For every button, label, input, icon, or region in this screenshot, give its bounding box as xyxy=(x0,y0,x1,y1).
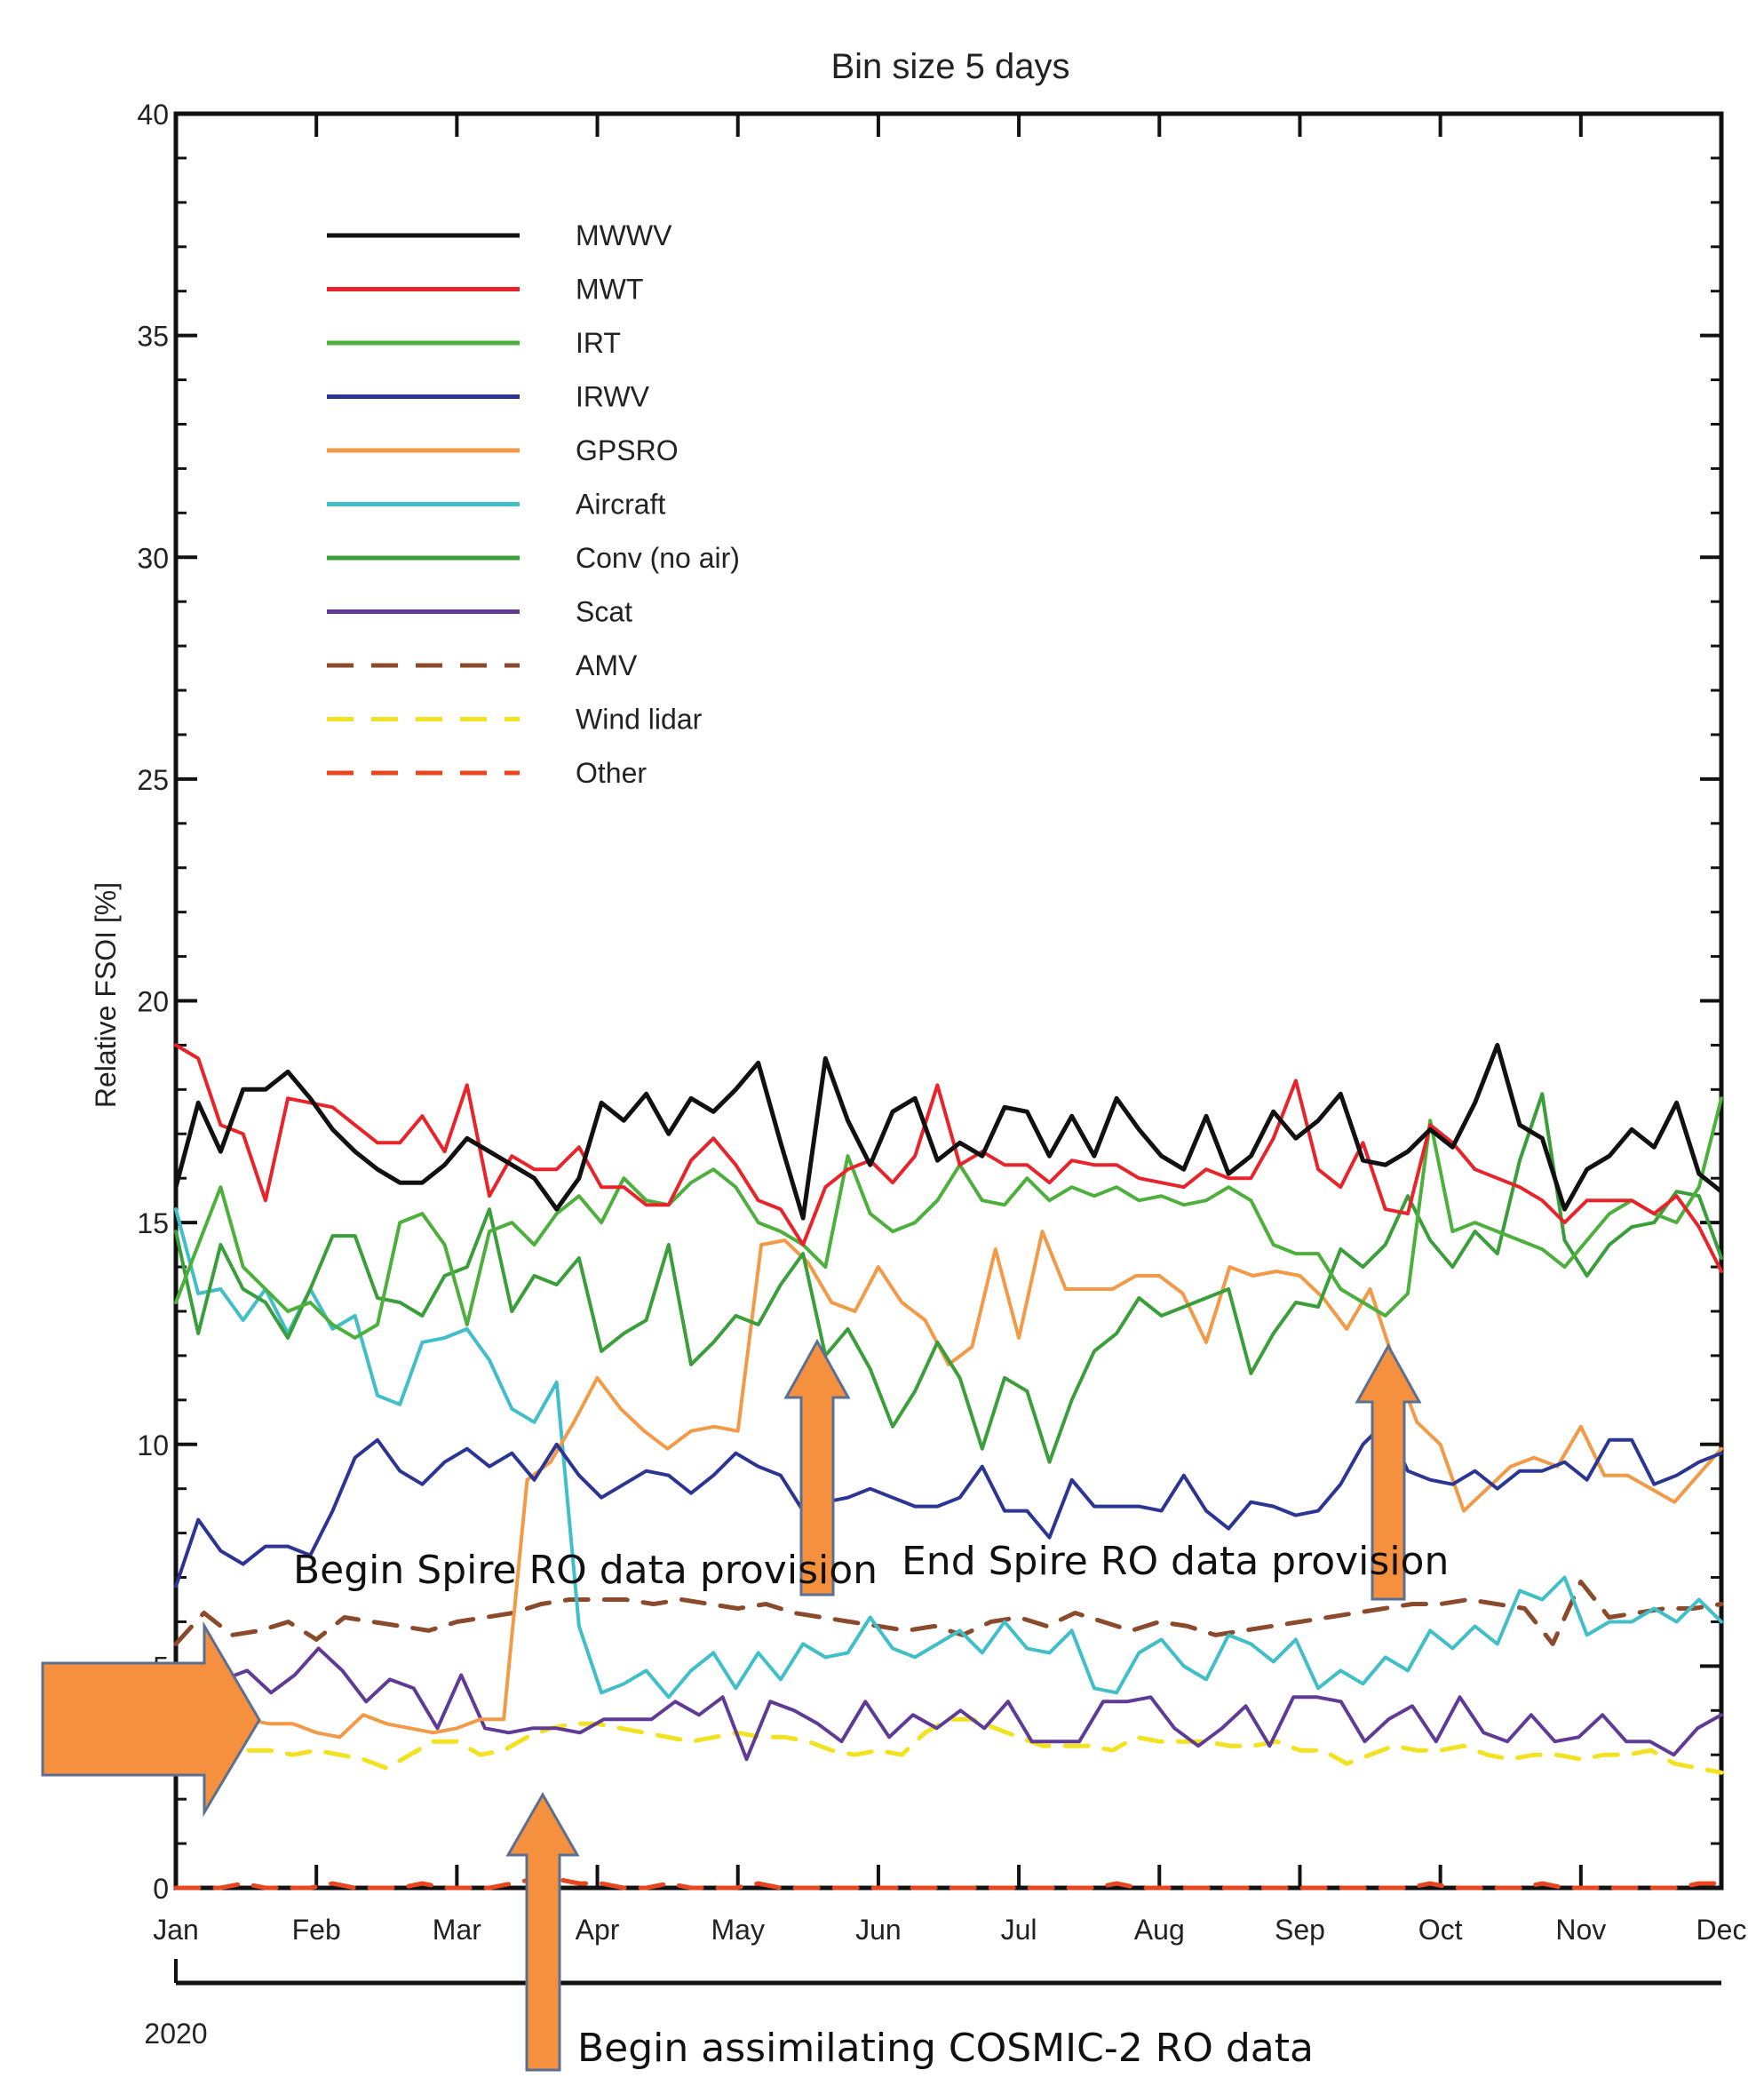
x-tick-label: Aug xyxy=(1134,1914,1185,1946)
x-tick-label: Dec xyxy=(1696,1914,1747,1946)
legend: MWWV MWT IRT IRWV GPSRO Aircraft Conv (no air)… xyxy=(327,219,740,789)
legend-label: MWT xyxy=(576,274,643,306)
y-tick-label: 35 xyxy=(137,321,169,353)
x-tick-label: Feb xyxy=(292,1914,341,1946)
annotation-cosmic2: Begin assimilating COSMIC-2 RO data xyxy=(577,2026,1314,2071)
legend-label: MWWV xyxy=(576,219,672,251)
series-line-amv xyxy=(173,1580,1724,1646)
x-tick-label: Jan xyxy=(153,1914,199,1946)
x-tick-label: Oct xyxy=(1418,1914,1463,1946)
series-line-aircraft xyxy=(174,1207,1723,1700)
annotation-end-spire: End Spire RO data provision xyxy=(902,1539,1449,1584)
series-line-other xyxy=(173,1876,1724,1891)
x-tick-label: Jul xyxy=(1001,1914,1037,1946)
legend-label: Conv (no air) xyxy=(576,542,740,574)
y-tick-label: 15 xyxy=(137,1207,169,1239)
y-tick-label: 40 xyxy=(137,99,169,131)
annotation-arrow-cosmic2 xyxy=(505,1791,580,2072)
series-line-conv-no-air- xyxy=(174,1092,1723,1464)
y-tick-label: 30 xyxy=(137,542,169,574)
y-axis-label: Relative FSOI [%] xyxy=(90,882,122,1108)
series-layer xyxy=(173,1042,1724,1891)
chart-title: Bin size 5 days xyxy=(830,47,1069,86)
legend-label: Other xyxy=(576,757,647,789)
x-tick-label: May xyxy=(711,1914,765,1946)
legend-label: Aircraft xyxy=(576,489,665,521)
x-tick-label: Nov xyxy=(1555,1914,1606,1946)
series-line-mwwv xyxy=(173,1042,1724,1221)
annotation-arrow-end-spire xyxy=(1355,1342,1422,1601)
x-tick-label: Mar xyxy=(433,1914,481,1946)
series-line-scat xyxy=(174,1646,1723,1762)
legend-label: IRWV xyxy=(576,381,650,413)
series-line-irt xyxy=(174,1096,1723,1340)
y-tick-label: 0 xyxy=(153,1873,169,1905)
x-tick-label: Sep xyxy=(1275,1914,1325,1946)
y-tick-label: 10 xyxy=(137,1429,169,1461)
legend-label: Wind lidar xyxy=(576,704,703,736)
series-line-wind-lidar xyxy=(173,1716,1724,1775)
year-label: 2020 xyxy=(144,2018,207,2050)
series-line-mwt xyxy=(174,1043,1723,1273)
annotation-arrow-begin-spire xyxy=(783,1338,851,1596)
x-tick-label: Jun xyxy=(855,1914,902,1946)
y-tick-label: 20 xyxy=(137,986,169,1018)
legend-label: GPSRO xyxy=(576,434,679,466)
series-line-gpsro xyxy=(174,1230,1723,1740)
x-axis: Jan Feb Mar Apr May Jun Jul Aug Sep Oct Nov Dec xyxy=(153,114,1746,1946)
legend-label: Scat xyxy=(576,596,632,628)
legend-label: IRT xyxy=(576,327,621,359)
annotation-arrow-left-right xyxy=(41,1620,261,1818)
series-line-irwv xyxy=(174,1420,1723,1588)
annotation-layer: Begin Spire RO data provision End Spire … xyxy=(41,1338,1449,2072)
annotation-begin-spire: Begin Spire RO data provision xyxy=(293,1548,878,1593)
legend-label: AMV xyxy=(576,649,638,681)
y-tick-label: 25 xyxy=(137,764,169,796)
x-tick-label: Apr xyxy=(576,1914,620,1946)
